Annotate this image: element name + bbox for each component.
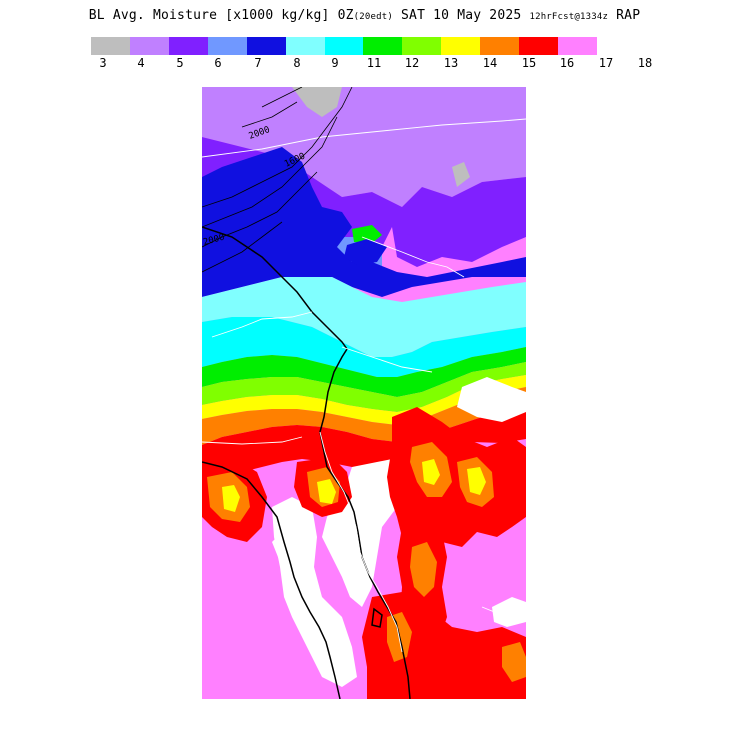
title-date: SAT 10 May 2025 (392, 8, 530, 23)
florida-west-coast (202, 461, 341, 699)
band-cyan (202, 317, 526, 377)
legend-tick-label: 3 (99, 56, 107, 70)
title-forecast: 12hrFcst@1334z (529, 12, 609, 22)
band-orange (202, 387, 526, 445)
border-2 (361, 236, 465, 278)
border-1 (202, 118, 526, 158)
band-lavender (202, 87, 526, 207)
legend-swatch (207, 37, 247, 55)
legend-swatch (129, 37, 169, 55)
inner-coast (319, 431, 403, 653)
legend-tick-label: 17 (598, 56, 614, 70)
legend-swatch (91, 37, 130, 55)
contour-line (202, 221, 283, 273)
legend-tick-label: 6 (214, 56, 222, 70)
blob-orange-7 (502, 642, 526, 682)
band-red (202, 407, 526, 479)
blob-yellow-4 (467, 467, 486, 495)
contour-line (241, 101, 298, 128)
blob-blue-small (344, 239, 387, 265)
blob-orange-5 (410, 542, 437, 597)
title-model: RAP (608, 8, 641, 23)
contour-line (202, 171, 318, 248)
legend-tick-label: 8 (293, 56, 301, 70)
keys-outline (371, 607, 383, 628)
border-3 (202, 436, 303, 445)
blob-white-3 (457, 377, 526, 422)
legend-tick-label: 5 (176, 56, 184, 70)
legend-swatch (558, 37, 597, 55)
legend-swatch (246, 37, 286, 55)
moisture-map: 2000 1600 2000 (202, 87, 526, 699)
border-5 (341, 346, 433, 373)
blob-yellow-1 (317, 479, 336, 504)
legend-tick-label: 4 (137, 56, 145, 70)
legend-tick-label: 7 (254, 56, 262, 70)
legend-tick-label: 13 (443, 56, 459, 70)
legend-tick-label: 16 (559, 56, 575, 70)
legend-tick-label: 15 (521, 56, 537, 70)
blob-white-4 (492, 597, 526, 627)
map-canvas: 2000 1600 2000 (202, 87, 526, 699)
legend-tick-label: 12 (404, 56, 420, 70)
legend-swatch (324, 37, 364, 55)
band-green (202, 347, 526, 397)
band-blue (202, 147, 526, 297)
contour-line (202, 116, 338, 228)
legend-swatch (168, 37, 208, 55)
band-gray-2 (452, 162, 470, 187)
band-lime (202, 362, 526, 412)
legend-swatch (441, 37, 481, 55)
border-4 (211, 311, 313, 338)
legend-tick-label: 9 (331, 56, 339, 70)
borders (202, 118, 526, 653)
legend-swatch (285, 37, 325, 55)
legend-tick-label: 14 (482, 56, 498, 70)
legend-tick-label: 18 (637, 56, 653, 70)
legend-swatch (519, 37, 559, 55)
legend-ticks: 3 4 5 6 7 8 9 11 12 13 14 15 16 17 18 (0, 56, 729, 72)
blob-green (352, 225, 382, 243)
band-gray (292, 87, 342, 117)
legend-swatch (363, 37, 403, 55)
legend-swatch (402, 37, 442, 55)
blob-yellow-3 (422, 459, 440, 485)
title-time-local: (20edt) (353, 12, 393, 22)
contour-line (261, 87, 303, 108)
island-shore (481, 606, 521, 616)
legend-tick-label: 11 (366, 56, 382, 70)
map-title: BL Avg. Moisture [x1000 kg/kg] 0Z(20edt)… (0, 8, 729, 23)
blob-yellow-2 (222, 485, 240, 512)
band-palecyan (202, 277, 526, 357)
terrain-contours (202, 87, 353, 273)
legend-swatch (480, 37, 520, 55)
contour-line (202, 87, 353, 208)
title-main: BL Avg. Moisture [x1000 kg/kg] 0Z (88, 8, 354, 23)
color-legend (91, 37, 597, 55)
